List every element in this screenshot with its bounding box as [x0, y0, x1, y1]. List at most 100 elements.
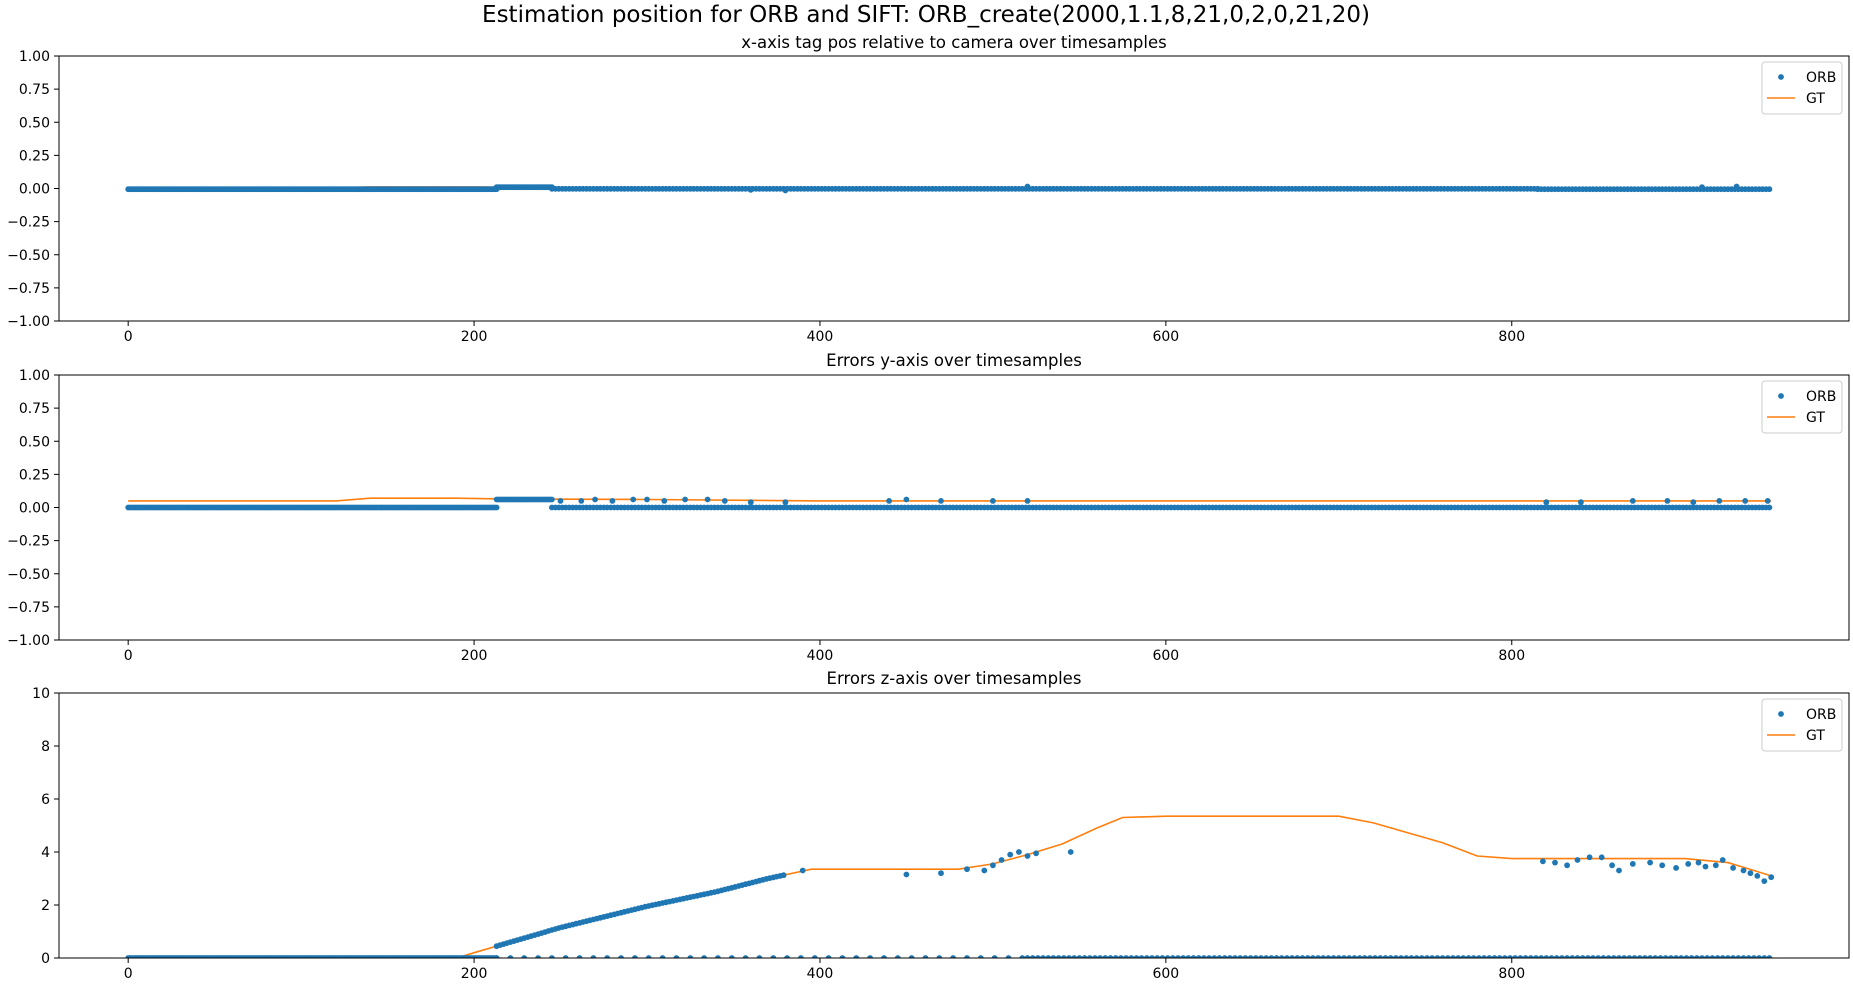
- orb-point: [799, 867, 806, 874]
- orb-point: [1496, 955, 1503, 958]
- orb-point: [1382, 955, 1389, 958]
- orb-point: [493, 504, 500, 511]
- orb-point: [701, 955, 707, 958]
- orb-point: [1310, 955, 1316, 958]
- orb-point: [1605, 955, 1612, 958]
- orb-point: [1725, 955, 1731, 958]
- orb-point: [1712, 862, 1719, 869]
- orb-point: [1699, 955, 1705, 958]
- y-tick-label: 10: [32, 686, 50, 702]
- orb-point: [1751, 955, 1757, 958]
- orb-point: [1040, 955, 1046, 958]
- orb-point: [1102, 955, 1109, 958]
- orb-point: [1719, 857, 1726, 863]
- subplot-3: Errors z-axis over timesamples 0 200 400 600…: [32, 669, 1850, 982]
- orb-point: [990, 498, 996, 504]
- x-tick-label: 400: [807, 329, 834, 345]
- orb-point: [1450, 955, 1456, 958]
- orb-point: [1552, 859, 1558, 866]
- orb-point: [1507, 955, 1513, 958]
- y-tick-label: −1.00: [7, 314, 50, 330]
- orb-point: [886, 498, 892, 504]
- orb-point: [903, 871, 910, 878]
- orb-point: [1086, 955, 1093, 958]
- orb-point: [507, 955, 514, 958]
- orb-point: [1403, 955, 1410, 958]
- orb-point: [1016, 849, 1022, 855]
- orb-point: [590, 955, 597, 958]
- orb-point: [938, 498, 944, 504]
- orb-point: [1590, 955, 1596, 958]
- orb-point: [1227, 955, 1233, 958]
- subplot-title: x-axis tag pos relative to camera over t…: [741, 33, 1166, 52]
- orb-point: [977, 955, 984, 958]
- orb-point: [756, 955, 763, 958]
- orb-point: [1024, 853, 1031, 859]
- orb-point: [618, 955, 624, 958]
- orb-point: [1533, 955, 1539, 958]
- orb-point: [1559, 955, 1565, 958]
- orb-point: [1595, 955, 1602, 958]
- y-tick-label: 0: [41, 951, 50, 967]
- orb-point: [1629, 861, 1636, 867]
- orb-point: [1491, 955, 1498, 958]
- legend-label-gt: GT: [1806, 410, 1825, 426]
- orb-point: [1455, 955, 1461, 958]
- orb-point: [609, 498, 616, 504]
- x-tick-label: 600: [1152, 329, 1179, 345]
- x-tick-label: 0: [124, 648, 133, 664]
- orb-point: [1564, 955, 1570, 958]
- orb-point: [1517, 955, 1524, 958]
- orb-point: [1761, 878, 1768, 884]
- subplot-title: Errors z-axis over timesamples: [827, 669, 1082, 688]
- orb-point: [1688, 955, 1695, 958]
- orb-point: [645, 955, 652, 958]
- orb-point: [1097, 955, 1103, 958]
- orb-point: [1647, 955, 1653, 958]
- orb-point: [1133, 955, 1140, 958]
- orb-point: [1673, 955, 1679, 958]
- orb-point: [1180, 955, 1187, 958]
- orb-point: [825, 955, 832, 958]
- subplot-2: Errors y-axis over timesamples 0 200 400 600…: [7, 351, 1850, 664]
- orb-point: [1598, 854, 1605, 861]
- orb-point: [1024, 498, 1031, 504]
- orb-point: [493, 955, 500, 958]
- orb-point: [661, 498, 668, 504]
- orb-point: [1470, 955, 1477, 958]
- orb-point: [1221, 955, 1228, 958]
- plot-area: [125, 183, 1773, 194]
- orb-point: [903, 496, 910, 503]
- y-tick-label: 0.50: [19, 115, 50, 131]
- orb-point: [1118, 955, 1124, 958]
- orb-point: [1320, 955, 1327, 958]
- orb-point: [1067, 849, 1074, 855]
- y-tick-label: −1.00: [7, 633, 50, 649]
- orb-point: [938, 870, 944, 877]
- orb-point: [1766, 504, 1773, 511]
- orb-point: [936, 955, 943, 958]
- orb-point: [1735, 955, 1742, 958]
- orb-point: [1586, 854, 1593, 861]
- orb-point: [521, 955, 528, 958]
- orb-point: [1434, 955, 1441, 958]
- orb-point: [991, 955, 998, 958]
- orb-point: [770, 955, 777, 958]
- orb-point: [1699, 184, 1705, 191]
- x-tick-label: 200: [461, 329, 488, 345]
- orb-point: [1045, 955, 1052, 958]
- orb-point: [1195, 955, 1202, 958]
- y-tick-label: 2: [41, 898, 50, 914]
- orb-point: [1315, 955, 1321, 958]
- orb-point: [964, 866, 970, 873]
- orb-point: [1610, 955, 1617, 958]
- legend: ORB GT: [1761, 61, 1843, 115]
- orb-point: [1626, 955, 1633, 958]
- axes-frame: [58, 374, 1850, 641]
- orb-point: [1278, 955, 1285, 958]
- orb-point: [1185, 955, 1192, 958]
- orb-point: [1019, 955, 1026, 958]
- orb-point: [1092, 955, 1098, 958]
- orb-point: [535, 955, 541, 958]
- legend: ORB GT: [1761, 380, 1843, 434]
